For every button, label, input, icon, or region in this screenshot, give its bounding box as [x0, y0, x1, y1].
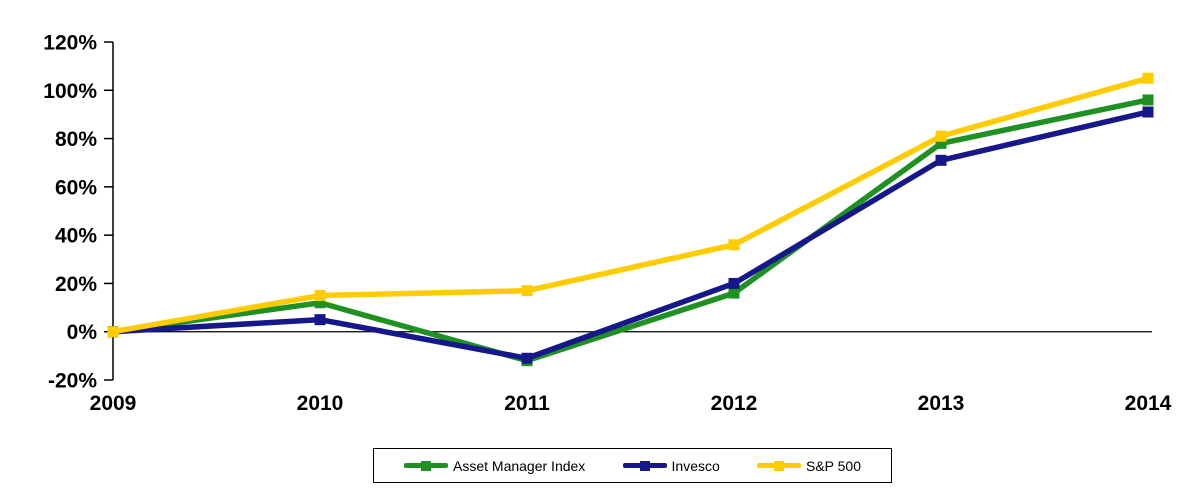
marker-s-p-500-2010	[314, 290, 326, 301]
x-tick-label: 2012	[711, 392, 758, 415]
series-line-asset-manager-index	[110, 97, 1151, 364]
y-tick-label: 0%	[67, 321, 98, 344]
x-tick-label: 2010	[297, 392, 344, 415]
y-tick-label: 100%	[43, 80, 97, 103]
legend: Asset Manager Index Invesco S&P 500	[373, 448, 892, 483]
legend-item-asset-manager-index: Asset Manager Index	[404, 459, 585, 473]
y-tick-label: 40%	[55, 225, 97, 248]
marker-s-p-500-2013	[935, 130, 947, 142]
legend-item-invesco: Invesco	[622, 457, 720, 474]
marker-invesco-2011	[521, 352, 533, 364]
marker-s-p-500-2012	[728, 239, 740, 251]
legend-label: S&P 500	[805, 457, 861, 474]
marker-invesco-2012	[728, 277, 740, 289]
marker-s-p-500-2009	[107, 326, 119, 338]
marker-asset-manager-index-2014	[1142, 94, 1154, 106]
marker-invesco-2010	[314, 314, 326, 326]
marker-s-p-500-2014	[1142, 72, 1154, 84]
x-tick-label: 2011	[504, 392, 550, 415]
series-line-invesco	[110, 109, 1151, 362]
legend-label: Invesco	[671, 457, 720, 474]
marker-asset-manager-index-2010	[314, 297, 326, 309]
marker-s-p-500-2011	[521, 285, 533, 297]
y-tick-label: 80%	[55, 128, 97, 151]
marker-asset-manager-index-2013	[935, 137, 947, 149]
series-line-s-p-500	[110, 75, 1151, 335]
y-tick-label: 120%	[43, 32, 97, 55]
x-tick-label: 2013	[918, 392, 965, 415]
legend-item-sp-500: S&P 500	[756, 457, 861, 474]
legend-line-marker-swatch	[622, 460, 667, 471]
legend-label: Asset Manager Index	[453, 457, 586, 474]
x-tick-label: 2014	[1125, 392, 1172, 415]
y-tick-label: -20%	[48, 370, 97, 393]
legend-line-marker-swatch	[404, 460, 448, 471]
x-tick-label: 2009	[90, 392, 137, 415]
marker-invesco-2014	[1142, 106, 1154, 118]
y-tick-label: 60%	[55, 176, 97, 199]
y-tick-label: 20%	[55, 273, 97, 296]
legend-line-marker-swatch	[756, 460, 801, 471]
marker-invesco-2013	[935, 154, 947, 166]
marker-asset-manager-index-2012	[728, 287, 740, 299]
